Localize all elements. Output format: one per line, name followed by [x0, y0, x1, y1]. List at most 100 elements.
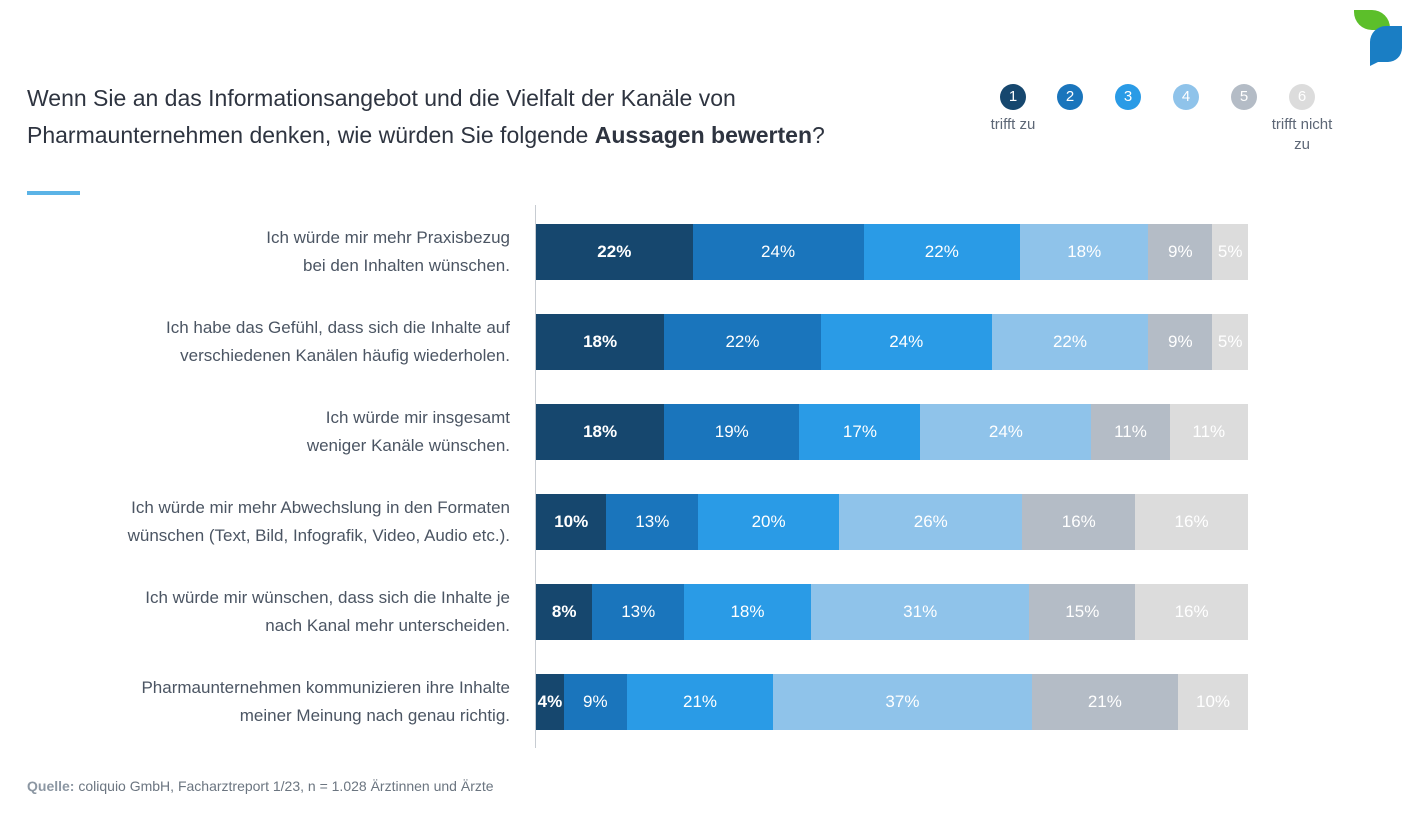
data-label: 5% — [1217, 332, 1243, 351]
data-label: 9% — [583, 692, 608, 711]
bar-segment: 24% — [820, 314, 992, 370]
data-label: 15% — [1065, 602, 1100, 621]
scale-dot-4: 4 — [1173, 84, 1199, 110]
scale-caption-left: trifft zu — [990, 116, 1036, 133]
bar-segment: 9% — [563, 674, 627, 730]
data-label: 18% — [583, 332, 618, 351]
row-label: Ich würde mir insgesamt weniger Kanäle wü… — [40, 404, 510, 460]
bar-segment: 24% — [920, 404, 1092, 460]
data-label: 24% — [761, 242, 796, 261]
bar-segment: 9% — [1148, 314, 1213, 370]
rating-scale-legend: 1 trifft zu 2 3 4 5 6 trifft nicht zu — [990, 84, 1350, 174]
row-label-line: meiner Meinung nach genau richtig. — [239, 706, 510, 725]
data-label: 22% — [725, 332, 760, 351]
row-label-line: Ich würde mir wünschen, dass sich die In… — [145, 588, 510, 607]
row-label: Ich würde mir mehr Abwechslung in den Fo… — [40, 494, 510, 550]
data-label: 11% — [1192, 422, 1226, 441]
data-label: 24% — [889, 332, 924, 351]
bar-segment: 31% — [810, 584, 1030, 640]
data-label: 8% — [551, 602, 577, 621]
data-label: 24% — [988, 422, 1023, 441]
data-label: 37% — [885, 692, 920, 711]
data-label: 10% — [554, 512, 589, 531]
data-label: 22% — [924, 242, 959, 261]
scale-dot-6: 6 — [1289, 84, 1315, 110]
data-label: 4% — [537, 692, 563, 711]
row-label: Pharmaunternehmen kommunizieren ihre Inh… — [40, 674, 510, 730]
bar-segment: 16% — [1135, 494, 1248, 550]
bar-segment: 18% — [536, 404, 665, 460]
bar-segment: 5% — [1212, 314, 1248, 370]
row-label: Ich würde mir wünschen, dass sich die In… — [40, 584, 510, 640]
stacked-bar: 10% 13% 20% 26% 16% 16% — [536, 494, 1248, 550]
bar-segment: 9% — [1148, 224, 1213, 280]
scale-caption-right: trifft nicht zu — [1271, 116, 1333, 153]
data-label: 26% — [913, 512, 948, 531]
row-label-line: wünschen (Text, Bild, Infografik, Video,… — [127, 526, 510, 545]
row-label: Ich habe das Gefühl, dass sich die Inhal… — [40, 314, 510, 370]
scale-dot-3: 3 — [1115, 84, 1141, 110]
chart-axis-line — [535, 205, 536, 748]
bar-segment: 26% — [839, 494, 1023, 550]
row-label-line: Ich würde mir insgesamt — [325, 408, 510, 427]
scale-item-5: 5 — [1221, 84, 1267, 110]
stacked-bar: 18% 22% 24% 22% 9% 5% — [536, 314, 1248, 370]
stacked-bar: 4% 9% 21% 37% 21% 10% — [536, 674, 1248, 730]
bar-segment: 16% — [1022, 494, 1136, 550]
bar-segment: 13% — [592, 584, 685, 640]
scale-item-4: 4 — [1163, 84, 1209, 110]
data-label: 5% — [1217, 242, 1243, 261]
data-label: 18% — [583, 422, 618, 441]
stacked-bar: 22% 24% 22% 18% 9% 5% — [536, 224, 1248, 280]
brand-logo-icon — [1352, 8, 1404, 66]
title-text: Wenn Sie an das Informationsangebot und … — [27, 85, 736, 148]
data-label: 18% — [1067, 242, 1102, 261]
bar-segment: 16% — [1135, 584, 1248, 640]
data-label: 13% — [635, 512, 670, 531]
chart-title: Wenn Sie an das Informationsangebot und … — [27, 80, 927, 154]
scale-item-2: 2 — [1047, 84, 1093, 110]
scale-item-1: 1 trifft zu — [990, 84, 1036, 135]
bar-segment: 21% — [626, 674, 774, 730]
source-note: Quelle: coliquio GmbH, Facharztreport 1/… — [27, 778, 494, 794]
bar-segment: 5% — [1212, 224, 1248, 280]
row-label-line: bei den Inhalten wünschen. — [303, 256, 510, 275]
bar-segment: 19% — [664, 404, 800, 460]
bar-segment: 22% — [863, 224, 1021, 280]
bar-segment: 17% — [799, 404, 921, 460]
data-label: 13% — [621, 602, 656, 621]
bar-segment: 22% — [991, 314, 1149, 370]
bar-segment: 18% — [684, 584, 811, 640]
row-label: Ich würde mir mehr Praxisbezug bei den In… — [40, 224, 510, 280]
bar-segment: 4% — [536, 674, 564, 730]
data-label: 22% — [1052, 332, 1087, 351]
bar-segment: 21% — [1031, 674, 1179, 730]
bar-segment: 37% — [773, 674, 1032, 730]
data-label: 9% — [1168, 242, 1193, 261]
data-label: 11% — [1114, 422, 1147, 441]
scale-item-3: 3 — [1105, 84, 1151, 110]
bar-segment: 11% — [1091, 404, 1170, 460]
scale-dot-2: 2 — [1057, 84, 1083, 110]
source-label: Quelle: — [27, 778, 75, 794]
row-label-line: Ich habe das Gefühl, dass sich die Inhal… — [165, 318, 510, 337]
bar-segment: 10% — [536, 494, 607, 550]
data-label: 21% — [682, 692, 718, 711]
accent-divider — [27, 191, 80, 195]
source-text: coliquio GmbH, Facharztreport 1/23, n = … — [74, 778, 494, 794]
row-label-line: Ich würde mir mehr Praxisbezug — [266, 228, 510, 247]
bar-segment: 18% — [1020, 224, 1149, 280]
data-label: 22% — [597, 242, 632, 261]
row-label-line: verschiedenen Kanälen häufig wiederholen… — [180, 346, 510, 365]
bar-segment: 11% — [1169, 404, 1248, 460]
data-label: 16% — [1061, 512, 1096, 531]
bar-segment: 20% — [698, 494, 840, 550]
stacked-bar: 8% 13% 18% 31% 15% 16% — [536, 584, 1248, 640]
data-label: 16% — [1174, 512, 1209, 531]
row-label-line: Pharmaunternehmen kommunizieren ihre Inh… — [141, 678, 510, 697]
scale-item-6: 6 trifft nicht zu — [1265, 84, 1339, 155]
bar-segment: 22% — [664, 314, 821, 370]
title-bold: Aussagen bewerten — [594, 122, 812, 148]
scale-dot-5: 5 — [1231, 84, 1257, 110]
data-label: 31% — [903, 602, 938, 621]
